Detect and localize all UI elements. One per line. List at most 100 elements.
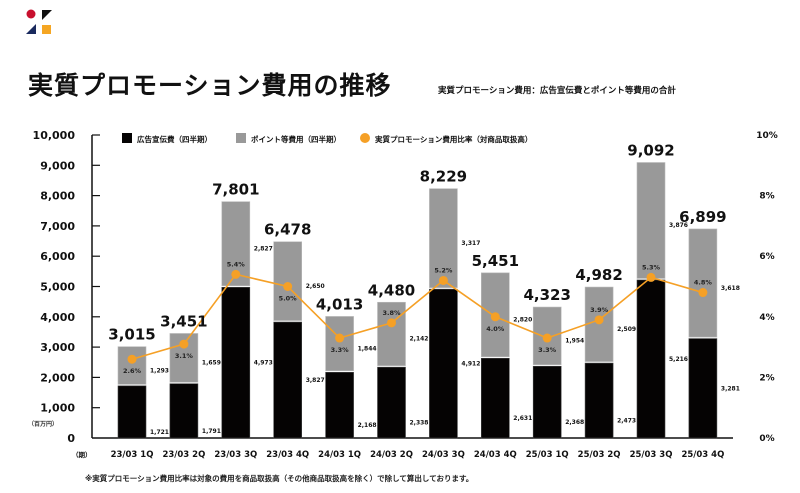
ratio-value-label: 5.3% bbox=[642, 263, 661, 271]
bar-ad-value-label: 2,168 bbox=[358, 422, 377, 429]
bar-ad bbox=[480, 357, 510, 439]
bar-ad-value-label: 2,473 bbox=[617, 418, 636, 425]
ratio-point bbox=[542, 333, 552, 343]
y-tick-label: 2,000 bbox=[40, 371, 75, 384]
bar-total-label: 6,478 bbox=[264, 221, 311, 239]
bar-point-value-label: 2,509 bbox=[617, 326, 636, 333]
bar-total-label: 9,092 bbox=[627, 142, 674, 160]
company-logo bbox=[26, 9, 52, 34]
bars bbox=[117, 162, 718, 439]
ratio-value-label: 5.4% bbox=[227, 260, 246, 268]
x-tick-label: 25/03 4Q bbox=[681, 450, 724, 460]
bar-ad bbox=[221, 287, 251, 439]
bar-total-label: 4,013 bbox=[316, 295, 363, 313]
y-tick-label: 10,000 bbox=[33, 129, 76, 142]
ratio-value-label: 3.3% bbox=[538, 346, 557, 354]
data-labels: 1,721 1,293 3,015 1,791 1,659 3,451 4,973 2,827… bbox=[108, 142, 740, 436]
ratio-value-label: 3.3% bbox=[331, 346, 350, 354]
ratio-point bbox=[646, 272, 656, 282]
ratio-value-label: 4.0% bbox=[486, 325, 505, 333]
bar-point-value-label: 2,827 bbox=[254, 245, 273, 252]
ratio-point bbox=[438, 275, 448, 285]
bar-point bbox=[325, 316, 354, 372]
ratio-value-label: 4.8% bbox=[694, 279, 713, 287]
bar-ad-value-label: 4,912 bbox=[461, 361, 480, 368]
x-tick-label: 25/03 2Q bbox=[578, 450, 621, 460]
bar-ad bbox=[273, 321, 303, 439]
bar-ad bbox=[169, 383, 199, 439]
bar-total-label: 8,229 bbox=[420, 168, 467, 186]
bar-point-value-label: 1,844 bbox=[358, 345, 377, 352]
logo-triangle-bottom bbox=[26, 24, 36, 34]
x-tick-label: 24/03 3Q bbox=[422, 450, 465, 460]
x-tick-label: 23/03 1Q bbox=[111, 450, 154, 460]
bar-ad bbox=[532, 365, 562, 439]
y2-tick-label: 4% bbox=[759, 313, 774, 323]
logo-square bbox=[42, 25, 51, 34]
y2-tick-label: 0% bbox=[759, 434, 774, 444]
axes: 0 1,000 2,000 3,000 4,000 5,000 6,000 7,000 8,00… bbox=[33, 129, 778, 460]
x-tick-label: 23/03 2Q bbox=[162, 450, 205, 460]
ratio-value-label: 3.9% bbox=[590, 306, 609, 314]
legend-label-ratio: 実質プロモーション費用比率（対商品取扱高） bbox=[375, 134, 532, 144]
y-tick-label: 5,000 bbox=[40, 281, 75, 294]
ratio-value-label: 5.2% bbox=[434, 266, 453, 274]
bar-ad-value-label: 5,216 bbox=[669, 356, 688, 363]
ratio-point bbox=[335, 333, 345, 343]
ratio-point bbox=[179, 339, 189, 349]
bar-total-label: 3,015 bbox=[108, 326, 155, 344]
bar-total-label: 4,982 bbox=[575, 266, 622, 284]
y-tick-label: 0 bbox=[67, 432, 75, 445]
x-tick-label: 24/03 2Q bbox=[370, 450, 413, 460]
y-tick-label: 1,000 bbox=[40, 402, 75, 415]
y-tick-label: 3,000 bbox=[40, 341, 75, 354]
bar-ad-value-label: 3,281 bbox=[721, 385, 740, 392]
bar-point-value-label: 1,659 bbox=[202, 360, 221, 367]
x-axis-prefix: （期） bbox=[72, 450, 92, 459]
bar-point bbox=[688, 228, 718, 338]
ratio-point bbox=[127, 354, 137, 364]
bar-ad bbox=[377, 366, 406, 439]
y2-tick-label: 8% bbox=[759, 192, 774, 202]
x-tick-label: 23/03 3Q bbox=[214, 450, 257, 460]
bar-total-label: 3,451 bbox=[160, 312, 207, 330]
bar-ad-value-label: 2,631 bbox=[513, 415, 532, 422]
legend-swatch-ad bbox=[122, 133, 132, 143]
ratio-point bbox=[490, 312, 500, 322]
x-tick-label: 25/03 3Q bbox=[630, 450, 673, 460]
ratio-point bbox=[594, 315, 604, 325]
footnote: ※実質プロモーション費用比率は対象の費用を商品取扱高（その他商品取扱高を除く）で… bbox=[85, 474, 474, 483]
bar-ad bbox=[688, 338, 718, 439]
legend: 広告宣伝費（四半期） ポイント等費用（四半期） 実質プロモーション費用比率（対商… bbox=[122, 133, 532, 144]
y-tick-label: 6,000 bbox=[40, 250, 75, 263]
bar-point bbox=[584, 286, 614, 362]
legend-swatch-point bbox=[236, 133, 246, 143]
bar-point bbox=[169, 333, 199, 383]
bar-point bbox=[117, 346, 147, 385]
y2-tick-label: 6% bbox=[759, 252, 774, 262]
bar-total-label: 4,323 bbox=[523, 286, 570, 304]
bar-point-value-label: 3,618 bbox=[721, 285, 740, 292]
logo-triangle-top bbox=[42, 10, 52, 20]
bar-point bbox=[377, 301, 406, 366]
bar-ad-value-label: 1,791 bbox=[202, 428, 221, 435]
bar-ad bbox=[117, 385, 147, 439]
bar-total-label: 7,801 bbox=[212, 181, 259, 199]
bar-point-value-label: 2,142 bbox=[410, 336, 429, 343]
bar-point bbox=[636, 162, 666, 279]
y2-tick-label: 10% bbox=[756, 131, 778, 141]
bar-ad-value-label: 2,368 bbox=[565, 419, 584, 426]
ratio-point bbox=[698, 288, 708, 298]
ratio-value-label: 5.0% bbox=[279, 295, 298, 303]
legend-swatch-ratio bbox=[360, 133, 370, 143]
y-axis-unit: （百万円） bbox=[28, 420, 58, 428]
bar-ad bbox=[584, 362, 614, 439]
bar-total-label: 4,480 bbox=[368, 281, 415, 299]
x-tick-label: 23/03 4Q bbox=[266, 450, 309, 460]
bar-point bbox=[273, 241, 303, 321]
bar-point-value-label: 2,820 bbox=[513, 317, 532, 324]
bar-point bbox=[429, 188, 458, 288]
bar-total-label: 5,451 bbox=[472, 252, 519, 270]
bar-point-value-label: 3,317 bbox=[461, 240, 480, 247]
